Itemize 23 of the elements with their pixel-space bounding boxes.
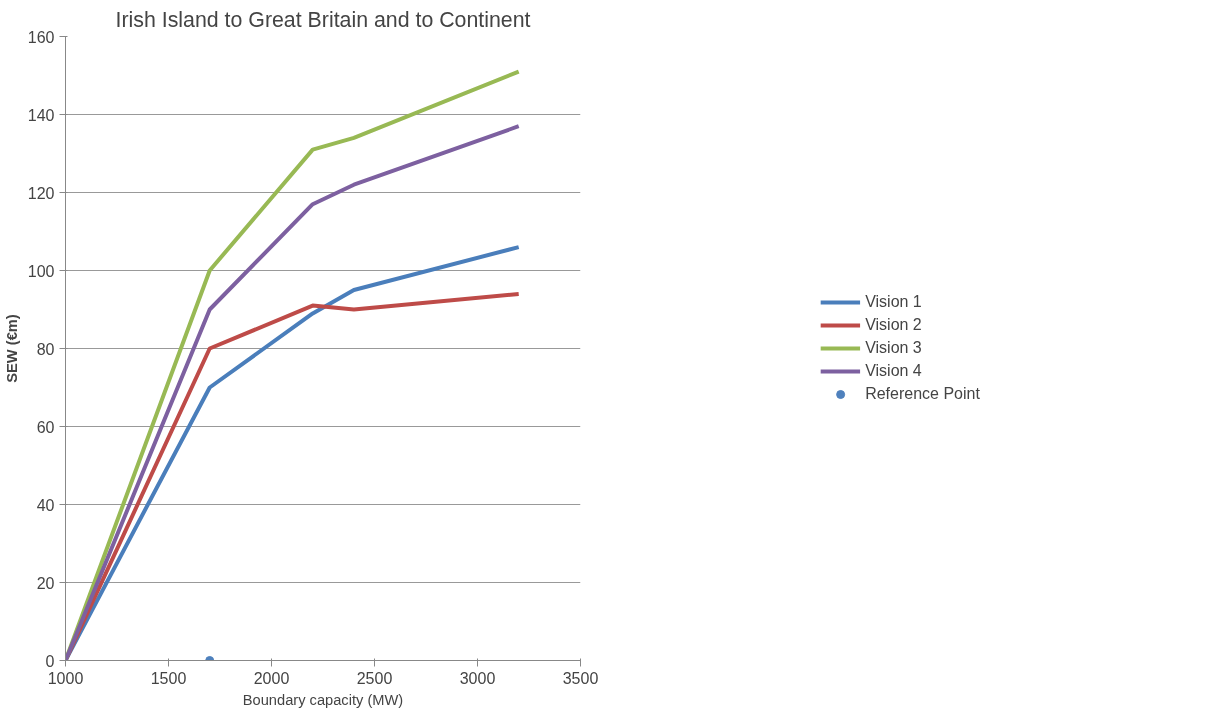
x-tick-label: 1500 (150, 669, 187, 687)
y-axis-title: SEW (€m) (3, 314, 20, 383)
legend-label: Vision 4 (865, 362, 922, 380)
legend-label: Vision 1 (865, 293, 922, 311)
legend-label: Vision 3 (865, 339, 922, 357)
x-tick-label: 1000 (47, 669, 84, 687)
y-tick-label: 160 (27, 28, 55, 46)
chart-title: Irish Island to Great Britain and to Continent (115, 7, 531, 32)
x-tick-label: 3000 (459, 669, 496, 687)
y-tick-label: 140 (27, 106, 55, 124)
y-tick-label: 120 (27, 184, 55, 202)
y-tick-label: 100 (27, 262, 55, 280)
legend-label: Vision 2 (865, 316, 922, 334)
x-tick-label: 3500 (562, 669, 599, 687)
legend-label: Reference Point (865, 385, 980, 403)
x-tick-label: 2000 (253, 669, 290, 687)
y-tick-label: 20 (36, 574, 55, 592)
x-tick-label: 2500 (356, 669, 393, 687)
y-tick-label: 80 (36, 340, 55, 358)
y-tick-label: 0 (45, 652, 55, 670)
y-tick-label: 60 (36, 418, 55, 436)
y-tick-label: 40 (36, 496, 55, 514)
x-axis-title: Boundary capacity (MW) (242, 691, 404, 708)
